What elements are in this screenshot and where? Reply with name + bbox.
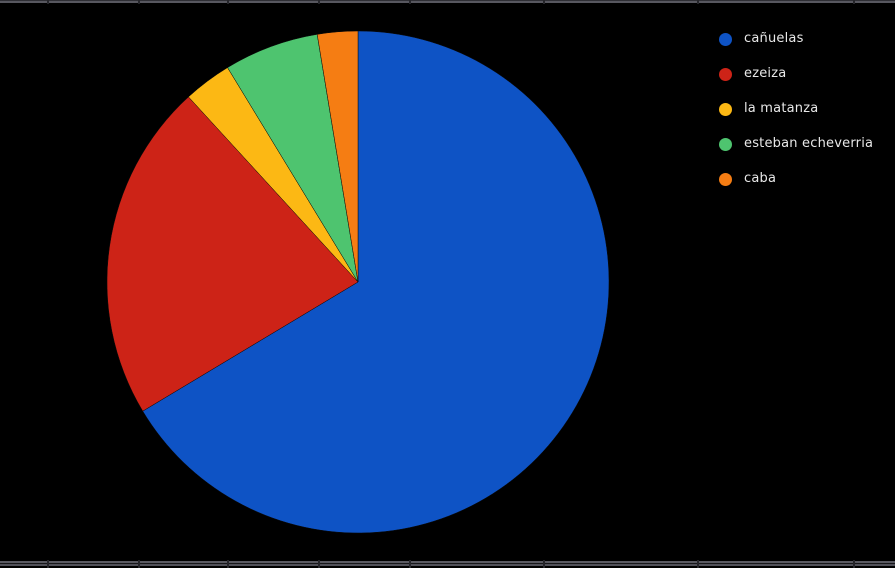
grid-column-separator <box>853 0 855 4</box>
legend-item[interactable]: cañuelas <box>719 32 873 46</box>
grid-column-separator <box>227 560 229 568</box>
chart-legend: cañuelas ezeiza la matanza esteban echev… <box>719 32 873 207</box>
legend-label: caba <box>744 171 777 186</box>
legend-item[interactable]: caba <box>719 172 873 186</box>
grid-column-separator <box>543 560 545 568</box>
grid-column-separator <box>853 560 855 568</box>
legend-swatch-icon <box>719 32 732 46</box>
grid-column-separator <box>697 560 699 568</box>
legend-label: la matanza <box>744 101 819 116</box>
legend-swatch-icon <box>719 137 732 151</box>
legend-swatch-icon <box>719 102 732 116</box>
grid-column-separator <box>138 560 140 568</box>
legend-swatch-icon <box>719 172 732 186</box>
pie-slice-caba[interactable] <box>316 30 359 283</box>
grid-column-separator <box>409 560 411 568</box>
grid-column-separator <box>47 560 49 568</box>
legend-swatch-icon <box>719 67 732 81</box>
pie-slice-ezeiza[interactable] <box>106 96 359 412</box>
grid-column-separator <box>318 0 320 4</box>
window-edge-bottom <box>0 560 895 568</box>
legend-item[interactable]: la matanza <box>719 102 873 116</box>
window-edge-top <box>0 0 895 4</box>
grid-column-separator <box>47 0 49 4</box>
grid-column-separator <box>138 0 140 4</box>
grid-column-separator <box>318 560 320 568</box>
legend-label: esteban echeverria <box>744 136 874 151</box>
grid-column-separator <box>409 0 411 4</box>
legend-item[interactable]: ezeiza <box>719 67 873 81</box>
grid-column-separator <box>227 0 229 4</box>
legend-label: cañuelas <box>744 31 804 46</box>
grid-column-separator <box>697 0 699 4</box>
pie-slice-canuelas[interactable] <box>142 30 610 534</box>
grid-column-separator <box>543 0 545 4</box>
legend-label: ezeiza <box>744 66 787 81</box>
legend-item[interactable]: esteban echeverria <box>719 137 873 151</box>
